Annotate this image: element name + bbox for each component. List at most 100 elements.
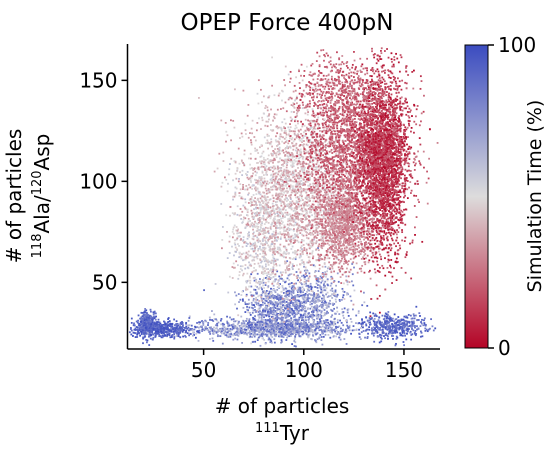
- scatter-point: [327, 209, 330, 212]
- scatter-point: [297, 218, 300, 221]
- scatter-point: [315, 301, 318, 303]
- scatter-point: [304, 188, 306, 191]
- scatter-point: [386, 334, 389, 337]
- scatter-point: [341, 330, 344, 332]
- scatter-point: [255, 252, 257, 255]
- scatter-point: [241, 135, 244, 138]
- scatter-point: [398, 328, 400, 331]
- scatter-point: [236, 338, 239, 341]
- scatter-point: [275, 193, 278, 196]
- scatter-point: [300, 330, 303, 333]
- scatter-point: [376, 327, 379, 330]
- scatter-point: [247, 233, 249, 235]
- scatter-point: [324, 301, 327, 304]
- scatter-point: [226, 134, 229, 137]
- scatter-point: [287, 98, 290, 101]
- scatter-point: [166, 325, 169, 328]
- scatter-point: [392, 335, 395, 337]
- scatter-point: [365, 324, 368, 327]
- scatter-point: [329, 302, 332, 305]
- scatter-point: [235, 226, 238, 228]
- scatter-point: [291, 166, 294, 168]
- scatter-point: [305, 209, 308, 212]
- scatter-point: [268, 313, 271, 316]
- scatter-point: [146, 325, 149, 328]
- scatter-point: [290, 207, 293, 209]
- scatter-point: [234, 291, 236, 294]
- scatter-point: [287, 126, 290, 129]
- scatter-point: [266, 157, 269, 160]
- scatter-point: [338, 313, 341, 315]
- scatter-point: [287, 220, 289, 223]
- scatter-point: [150, 310, 152, 313]
- scatter-point: [264, 329, 267, 332]
- scatter-point: [395, 330, 398, 332]
- scatter-point: [288, 257, 291, 259]
- scatter-point: [256, 162, 258, 164]
- scatter-point: [301, 209, 303, 212]
- scatter-point: [260, 272, 263, 275]
- scatter-point: [355, 168, 357, 171]
- scatter-point: [296, 309, 299, 312]
- scatter-point: [290, 297, 293, 300]
- scatter-point: [250, 330, 253, 333]
- scatter-point: [279, 186, 282, 189]
- scatter-point: [298, 335, 301, 338]
- scatter-point: [303, 202, 306, 205]
- scatter-point: [304, 118, 307, 121]
- scatter-point: [297, 305, 300, 308]
- scatter-point: [146, 339, 149, 342]
- scatter-point: [260, 320, 262, 323]
- scatter-point: [370, 316, 373, 319]
- scatter-point: [146, 316, 148, 319]
- scatter-point: [283, 118, 286, 121]
- scatter-point: [188, 324, 191, 327]
- scatter-point: [272, 296, 275, 299]
- scatter-point: [356, 167, 359, 170]
- scatter-point: [261, 292, 264, 294]
- scatter-point: [288, 291, 291, 294]
- scatter-point: [171, 328, 174, 331]
- scatter-point: [313, 295, 315, 298]
- scatter-point: [338, 325, 341, 328]
- scatter-point: [244, 207, 247, 210]
- scatter-point: [160, 327, 162, 330]
- scatter-point: [288, 263, 291, 266]
- scatter-point: [267, 239, 270, 241]
- scatter-point: [242, 322, 245, 325]
- scatter-point: [255, 328, 258, 331]
- scatter-point: [312, 242, 315, 245]
- scatter-point: [234, 246, 237, 249]
- scatter-point: [153, 332, 156, 335]
- scatter-point: [262, 202, 265, 205]
- scatter-point: [187, 329, 190, 332]
- scatter-point: [263, 211, 266, 214]
- scatter-point: [277, 221, 280, 224]
- scatter-point: [251, 323, 253, 326]
- scatter-point: [283, 187, 285, 190]
- scatter-point: [414, 325, 416, 327]
- scatter-point: [248, 285, 251, 288]
- scatter-point: [305, 300, 308, 303]
- scatter-point: [143, 317, 146, 320]
- scatter-point: [329, 336, 332, 339]
- scatter-point: [263, 316, 265, 319]
- scatter-point: [153, 310, 156, 313]
- scatter-point: [212, 339, 215, 342]
- scatter-point: [342, 324, 345, 327]
- scatter-point: [234, 250, 236, 253]
- scatter-point: [169, 324, 172, 327]
- scatter-point: [208, 326, 211, 329]
- scatter-point: [280, 188, 282, 191]
- scatter-point: [308, 321, 310, 324]
- scatter-point: [248, 326, 250, 329]
- scatter-point: [405, 338, 408, 341]
- scatter-point: [271, 194, 274, 197]
- scatter-point: [303, 296, 306, 299]
- scatter-point: [336, 272, 339, 275]
- scatter-point: [313, 294, 316, 297]
- scatter-point: [272, 165, 275, 168]
- scatter-point: [251, 295, 253, 298]
- scatter-point: [293, 106, 296, 109]
- scatter-point: [280, 173, 283, 175]
